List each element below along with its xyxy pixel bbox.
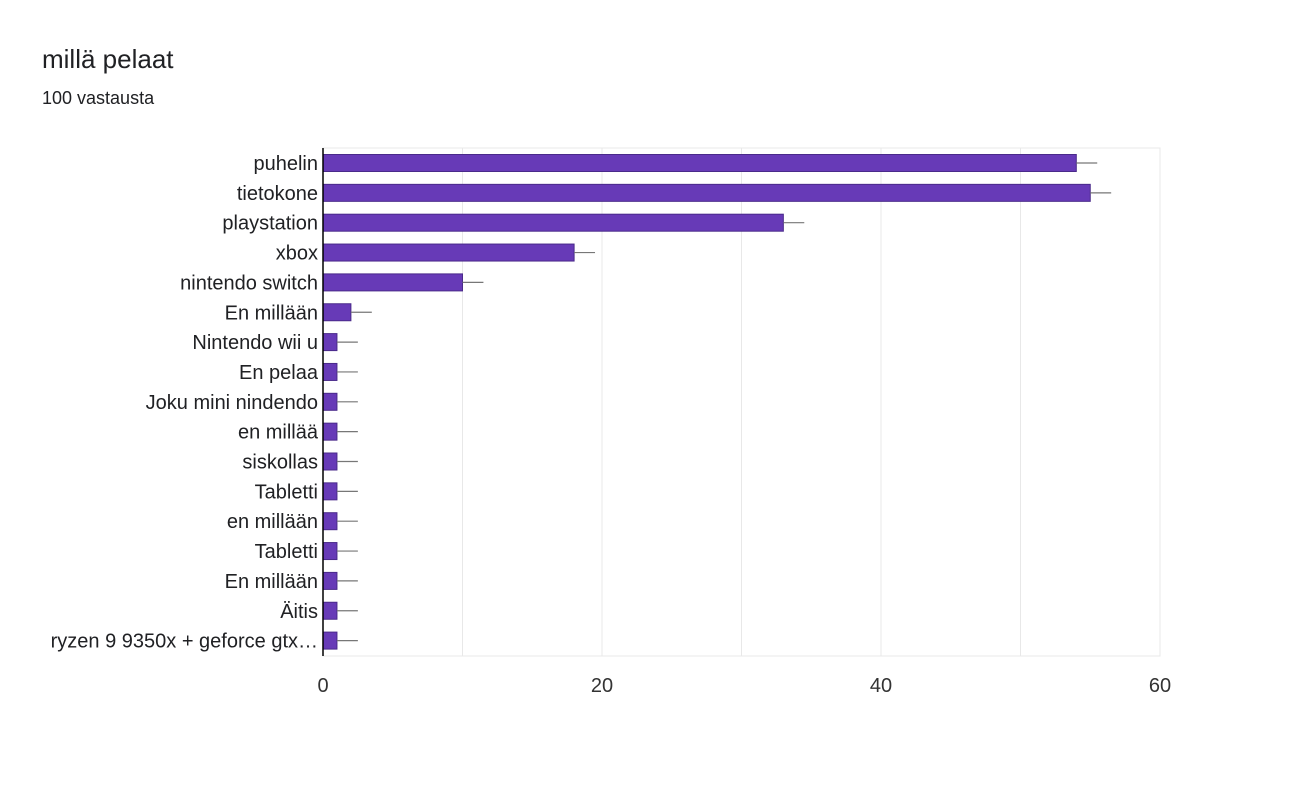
bar (322, 362, 338, 381)
category-label: Joku mini nindendo (146, 392, 318, 414)
bar (322, 452, 338, 471)
bar (322, 303, 352, 322)
category-label: siskollas (242, 452, 318, 474)
category-label: Tabletti (255, 481, 318, 503)
chart-subtitle: 100 vastausta (42, 88, 155, 108)
x-tick-label: 20 (591, 675, 613, 697)
category-label: Äitis (280, 601, 318, 623)
category-label: tietokone (237, 183, 318, 205)
category-label: en millään (227, 511, 318, 533)
category-label: en millää (238, 422, 319, 444)
category-label: En pelaa (239, 362, 319, 384)
category-label: En millään (225, 571, 318, 593)
bar (322, 571, 338, 590)
category-label: En millään (225, 302, 318, 324)
bar (322, 243, 575, 262)
bar (322, 482, 338, 501)
bar (322, 631, 338, 650)
bar (322, 601, 338, 620)
chart-title: millä pelaat (42, 44, 174, 74)
bar (322, 422, 338, 441)
bar (322, 392, 338, 411)
category-label: ryzen 9 9350x + geforce gtx… (51, 631, 318, 653)
bar (322, 183, 1091, 202)
bar (322, 213, 784, 232)
x-tick-label: 60 (1149, 675, 1171, 697)
bar (322, 512, 338, 531)
category-label: puhelin (253, 153, 318, 175)
x-tick-label: 40 (870, 675, 892, 697)
x-tick-label: 0 (317, 675, 328, 697)
category-label: xbox (276, 243, 318, 265)
bar (322, 333, 338, 352)
bar (322, 273, 463, 292)
bar (322, 154, 1077, 172)
category-label: nintendo switch (180, 272, 318, 294)
bar (322, 542, 338, 561)
category-label: playstation (222, 213, 318, 235)
category-label: Tabletti (255, 541, 318, 563)
category-label: Nintendo wii u (192, 332, 318, 354)
